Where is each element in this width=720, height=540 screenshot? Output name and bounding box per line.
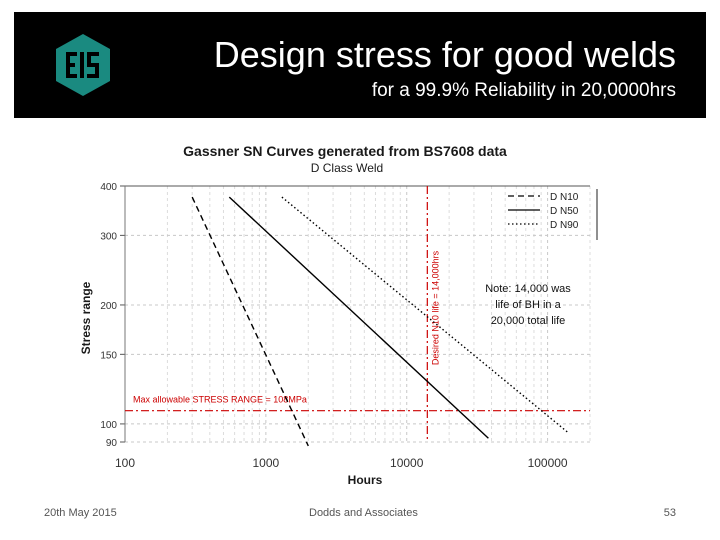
series-line <box>191 196 309 447</box>
chart-series <box>191 196 569 447</box>
reference-lines: Max allowable STRESS RANGE = 108MPa Desir… <box>125 186 590 442</box>
series-line <box>281 196 569 434</box>
legend-label: D N90 <box>550 220 579 231</box>
slide-subtitle: for a 99.9% Reliability in 20,0000hrs <box>371 80 676 101</box>
y-tick-label: 300 <box>100 231 117 242</box>
legend-label: D N10 <box>550 192 579 203</box>
chart-axes: 100 1000 10000 100000 400 300 200 150 100 90 <box>100 182 568 470</box>
y-tick-label: 400 <box>100 182 117 193</box>
slide-title: Design stress for good welds <box>213 34 676 75</box>
x-tick-label: 100 <box>115 456 135 470</box>
chart-legend: D N10 D N50 D N90 <box>508 189 598 240</box>
footer-organization: Dodds and Associates <box>309 507 418 519</box>
eis-logo-icon <box>56 34 110 96</box>
chart-grid <box>124 185 591 443</box>
footer-page-number: 53 <box>663 507 676 519</box>
x-tick-label: 10000 <box>390 456 424 470</box>
y-tick-label: 200 <box>100 301 117 312</box>
x-tick-label: 1000 <box>253 456 280 470</box>
legend-label: D N50 <box>550 206 579 217</box>
y-tick-label: 150 <box>100 350 117 361</box>
note-text-line: life of BH in a <box>495 299 561 311</box>
life-limit-label: Desired N10 life = 14,000hrs <box>430 250 440 365</box>
y-tick-label: 90 <box>106 438 118 449</box>
title-banner: Design stress for good welds for a 99.9%… <box>14 12 706 118</box>
chart-subtitle: D Class Weld <box>311 161 383 175</box>
x-tick-label: 100000 <box>528 456 568 470</box>
footer-date: 20th May 2015 <box>44 507 117 519</box>
note-text-line: 20,000 total life <box>491 315 566 327</box>
stress-limit-label: Max allowable STRESS RANGE = 108MPa <box>133 395 307 405</box>
note-annotation: Note: 14,000 was life of BH in a 20,000 to… <box>485 283 571 327</box>
y-axis-label: Stress range <box>79 281 93 354</box>
y-tick-label: 100 <box>100 420 117 431</box>
x-axis-label: Hours <box>348 473 383 487</box>
chart-title: Gassner SN Curves generated from BS7608 … <box>183 143 507 159</box>
note-text-line: Note: 14,000 was <box>485 283 571 295</box>
series-line <box>228 196 489 439</box>
logo-letters <box>66 52 99 78</box>
